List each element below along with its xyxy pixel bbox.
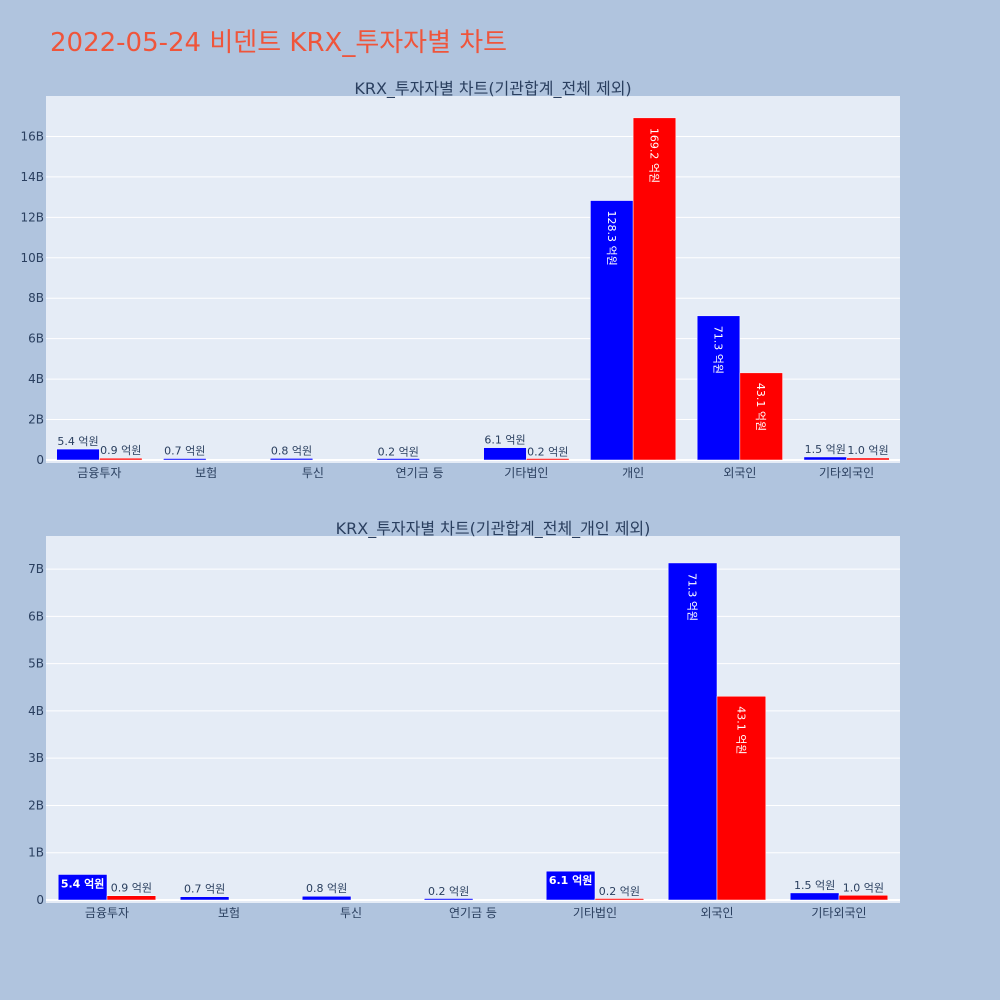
bar-value-label: 169.2 억원 xyxy=(647,128,660,183)
y-tick-label: 8B xyxy=(28,291,44,305)
bar-value-label: 6.1 억원 xyxy=(549,873,593,887)
bar[interactable] xyxy=(667,562,718,901)
bar-value-label: 0.8 억원 xyxy=(306,882,347,895)
bar[interactable] xyxy=(57,874,108,901)
bar[interactable] xyxy=(632,117,677,461)
bar[interactable] xyxy=(99,457,143,461)
y-tick-label: 1B xyxy=(28,846,44,860)
bar[interactable] xyxy=(423,898,474,901)
y-tick-label: 2B xyxy=(28,413,44,427)
bar[interactable] xyxy=(179,896,230,901)
bar[interactable] xyxy=(545,870,596,901)
bar-value-label: 0.2 억원 xyxy=(599,885,640,898)
bar[interactable] xyxy=(56,448,100,461)
bar[interactable] xyxy=(526,458,570,461)
y-tick-label: 2B xyxy=(28,798,44,812)
y-tick-label: 4B xyxy=(28,704,44,718)
bar-value-label: 0.9 억원 xyxy=(100,444,141,457)
bar-value-label: 0.7 억원 xyxy=(164,445,205,458)
bar[interactable] xyxy=(301,895,352,901)
bar[interactable] xyxy=(163,458,207,461)
y-tick-label: 0 xyxy=(36,453,44,467)
bar[interactable] xyxy=(106,895,157,901)
page-title: 2022-05-24 비덴트 KRX_투자자별 차트 xyxy=(50,28,508,58)
y-tick-label: 12B xyxy=(20,210,44,224)
y-tick-label: 6B xyxy=(28,332,44,346)
y-tick-label: 10B xyxy=(20,251,44,265)
bar[interactable] xyxy=(594,898,645,901)
bar[interactable] xyxy=(696,315,741,461)
bar-value-label: 1.5 억원 xyxy=(805,443,846,456)
bar-value-label: 71.3 억원 xyxy=(686,573,699,621)
bar-value-label: 71.3 억원 xyxy=(712,326,725,374)
x-tick-label: 투신 xyxy=(340,906,362,920)
bar[interactable] xyxy=(716,696,767,901)
bar[interactable] xyxy=(739,372,783,461)
y-tick-label: 16B xyxy=(20,129,44,143)
x-tick-label: 기타외국인 xyxy=(811,906,866,920)
bar-value-label: 0.7 억원 xyxy=(184,883,225,896)
x-tick-label: 연기금 등 xyxy=(449,906,497,920)
bar-value-label: 0.2 억원 xyxy=(378,446,419,459)
x-tick-label: 기타법인 xyxy=(504,466,548,480)
plot-area-2 xyxy=(46,536,900,903)
bar-value-label: 5.4 억원 xyxy=(61,876,105,890)
bar-value-label: 0.2 억원 xyxy=(527,446,568,459)
bar-value-label: 0.9 억원 xyxy=(111,882,152,895)
chart-title-1: KRX_투자자별 차트(기관합계_전체 제외) xyxy=(354,79,631,99)
x-tick-label: 개인 xyxy=(622,466,644,480)
x-tick-label: 기타법인 xyxy=(573,906,617,920)
x-tick-label: 기타외국인 xyxy=(819,466,874,480)
bar-value-label: 128.3 억원 xyxy=(605,211,618,266)
y-tick-label: 5B xyxy=(28,657,44,671)
x-tick-label: 보험 xyxy=(195,466,217,480)
x-tick-label: 외국인 xyxy=(723,466,756,480)
bar-value-label: 5.4 억원 xyxy=(57,435,98,448)
bar[interactable] xyxy=(838,895,889,901)
bar[interactable] xyxy=(789,892,840,901)
x-tick-label: 연기금 등 xyxy=(396,466,444,480)
y-tick-label: 6B xyxy=(28,609,44,623)
bar-value-label: 1.0 억원 xyxy=(847,444,888,457)
bar-value-label: 43.1 억원 xyxy=(734,706,747,754)
bar-value-label: 1.0 억원 xyxy=(843,881,884,894)
x-tick-label: 투신 xyxy=(302,466,324,480)
bar-value-label: 43.1 억원 xyxy=(754,383,767,431)
y-tick-label: 14B xyxy=(20,170,44,184)
y-tick-label: 7B xyxy=(28,562,44,576)
x-tick-label: 보험 xyxy=(218,906,240,920)
x-tick-label: 외국인 xyxy=(700,906,733,920)
chart-title-2: KRX_투자자별 차트(기관합계_전체_개인 제외) xyxy=(336,519,651,539)
bar-value-label: 1.5 억원 xyxy=(794,879,835,892)
bar[interactable] xyxy=(803,456,847,461)
y-tick-label: 4B xyxy=(28,372,44,386)
bar[interactable] xyxy=(590,200,634,461)
y-tick-label: 0 xyxy=(36,893,44,907)
bar[interactable] xyxy=(483,447,527,461)
bar[interactable] xyxy=(846,457,890,461)
x-tick-label: 금융투자 xyxy=(85,906,129,920)
bar-value-label: 0.2 억원 xyxy=(428,885,469,898)
bar[interactable] xyxy=(376,458,420,461)
x-tick-label: 금융투자 xyxy=(77,466,121,480)
y-tick-label: 3B xyxy=(28,751,44,765)
bar[interactable] xyxy=(269,458,314,461)
bar-value-label: 0.8 억원 xyxy=(271,444,312,457)
bar-value-label: 6.1 억원 xyxy=(484,434,525,447)
